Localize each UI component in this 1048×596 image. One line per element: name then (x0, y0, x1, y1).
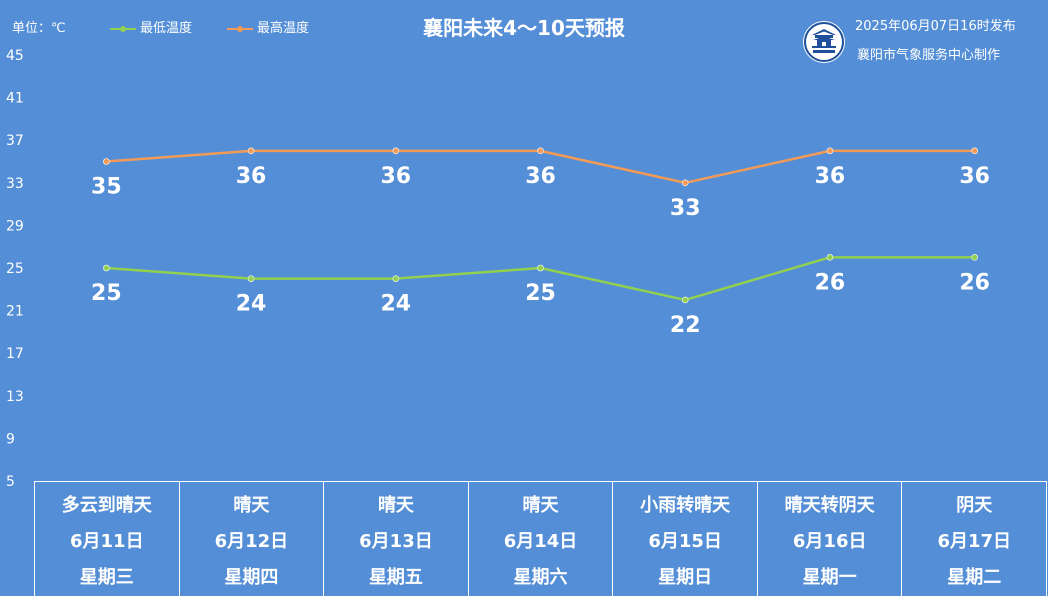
high-temp-label: 36 (959, 164, 990, 189)
high-temp-point (971, 147, 978, 155)
city-gate-logo-icon (803, 21, 845, 63)
legend-swatch-high (227, 24, 253, 34)
weekday-text: 星期六 (513, 567, 568, 588)
date-text: 6月14日 (503, 531, 578, 552)
weekday-text: 星期三 (79, 567, 134, 588)
high-temp-label: 35 (91, 175, 122, 200)
legend-item-low: 最低温度 (110, 21, 192, 37)
day-column: 晴天 6月14日 星期六 (469, 482, 614, 596)
low-temp-label: 25 (91, 281, 122, 306)
y-tick-label: 17 (6, 346, 24, 362)
day-column: 小雨转晴天 6月15日 星期日 (613, 482, 758, 596)
low-temp-label: 24 (236, 292, 267, 317)
low-temp-label: 24 (380, 292, 411, 317)
low-temp-label: 26 (959, 270, 990, 295)
y-tick-label: 21 (6, 304, 24, 320)
y-tick-label: 33 (6, 176, 24, 192)
day-column: 晴天转阴天 6月16日 星期一 (758, 482, 903, 596)
high-temp-point (681, 179, 689, 187)
low-temp-point (103, 264, 110, 272)
weekday-text: 星期二 (947, 567, 1002, 588)
high-temp-point (826, 147, 834, 155)
y-tick-label: 13 (6, 389, 24, 405)
high-temp-point (103, 158, 110, 165)
date-text: 6月11日 (70, 531, 144, 552)
y-tick-label: 9 (6, 431, 15, 447)
weather-text: 多云到晴天 (61, 495, 152, 516)
legend-item-high: 最高温度 (227, 21, 309, 37)
high-temp-point (537, 147, 544, 155)
date-text: 6月17日 (937, 531, 1012, 552)
day-column: 晴天 6月12日 星期四 (180, 482, 325, 596)
weather-text: 晴天转阴天 (784, 495, 875, 516)
y-tick-label: 29 (6, 218, 24, 234)
high-temp-label: 36 (380, 164, 411, 189)
date-text: 6月16日 (792, 531, 867, 552)
y-tick-label: 45 (6, 48, 24, 64)
day-column: 多云到晴天 6月11日 星期三 (35, 482, 180, 596)
low-temp-point (247, 275, 255, 282)
low-temp-label: 26 (815, 270, 846, 295)
low-temp-point (681, 296, 689, 304)
low-temp-point (537, 264, 544, 272)
low-temp-label: 25 (525, 281, 556, 306)
legend-swatch-low (110, 24, 136, 34)
issuer: 襄阳市气象服务中心制作 (857, 48, 1001, 63)
high-temp-point (247, 147, 255, 155)
high-temp-point (392, 147, 400, 155)
weather-text: 晴天 (377, 495, 414, 516)
weather-text: 晴天 (233, 495, 270, 516)
y-tick-label: 25 (6, 261, 24, 277)
weekday-text: 星期四 (224, 567, 279, 588)
chart-title: 襄阳未来4～10天预报 (423, 16, 625, 40)
y-axis: 5 9 13 17 21 25 29 33 37 41 45 (6, 48, 24, 490)
weekday-text: 星期五 (368, 567, 423, 588)
weather-text: 小雨转晴天 (640, 495, 731, 516)
day-table: 多云到晴天 6月11日 星期三 晴天 6月12日 星期四 晴天 6月13日 星期… (34, 481, 1048, 596)
y-tick-label: 5 (6, 474, 15, 490)
legend-label-low: 最低温度 (140, 21, 193, 36)
day-column: 阴天 6月17日 星期二 (902, 482, 1048, 596)
date-text: 6月15日 (648, 531, 722, 552)
weather-text: 晴天 (522, 495, 559, 516)
y-tick-label: 37 (6, 133, 24, 149)
series-layer (103, 147, 978, 304)
low-temp-point (971, 254, 978, 261)
unit-label: 单位：℃ (12, 21, 66, 36)
high-temp-label: 33 (670, 196, 701, 221)
y-tick-label: 41 (6, 91, 24, 107)
low-temp-point (826, 254, 834, 261)
day-column: 晴天 6月13日 星期五 (324, 482, 469, 596)
date-text: 6月12日 (214, 531, 289, 552)
issue-time: 2025年06月07日16时发布 (855, 19, 1016, 34)
weather-text: 阴天 (956, 495, 993, 516)
weekday-text: 星期一 (802, 567, 857, 588)
low-temp-point (392, 275, 400, 282)
weekday-text: 星期日 (658, 567, 713, 588)
high-temp-label: 36 (525, 164, 556, 189)
data-label-layer: 25 24 24 25 22 26 26 35 36 36 36 33 36 36 (91, 164, 990, 338)
low-temp-label: 22 (670, 313, 701, 338)
high-temp-label: 36 (236, 164, 267, 189)
date-text: 6月13日 (359, 531, 433, 552)
legend-label-high: 最高温度 (257, 21, 310, 36)
high-temp-label: 36 (815, 164, 846, 189)
